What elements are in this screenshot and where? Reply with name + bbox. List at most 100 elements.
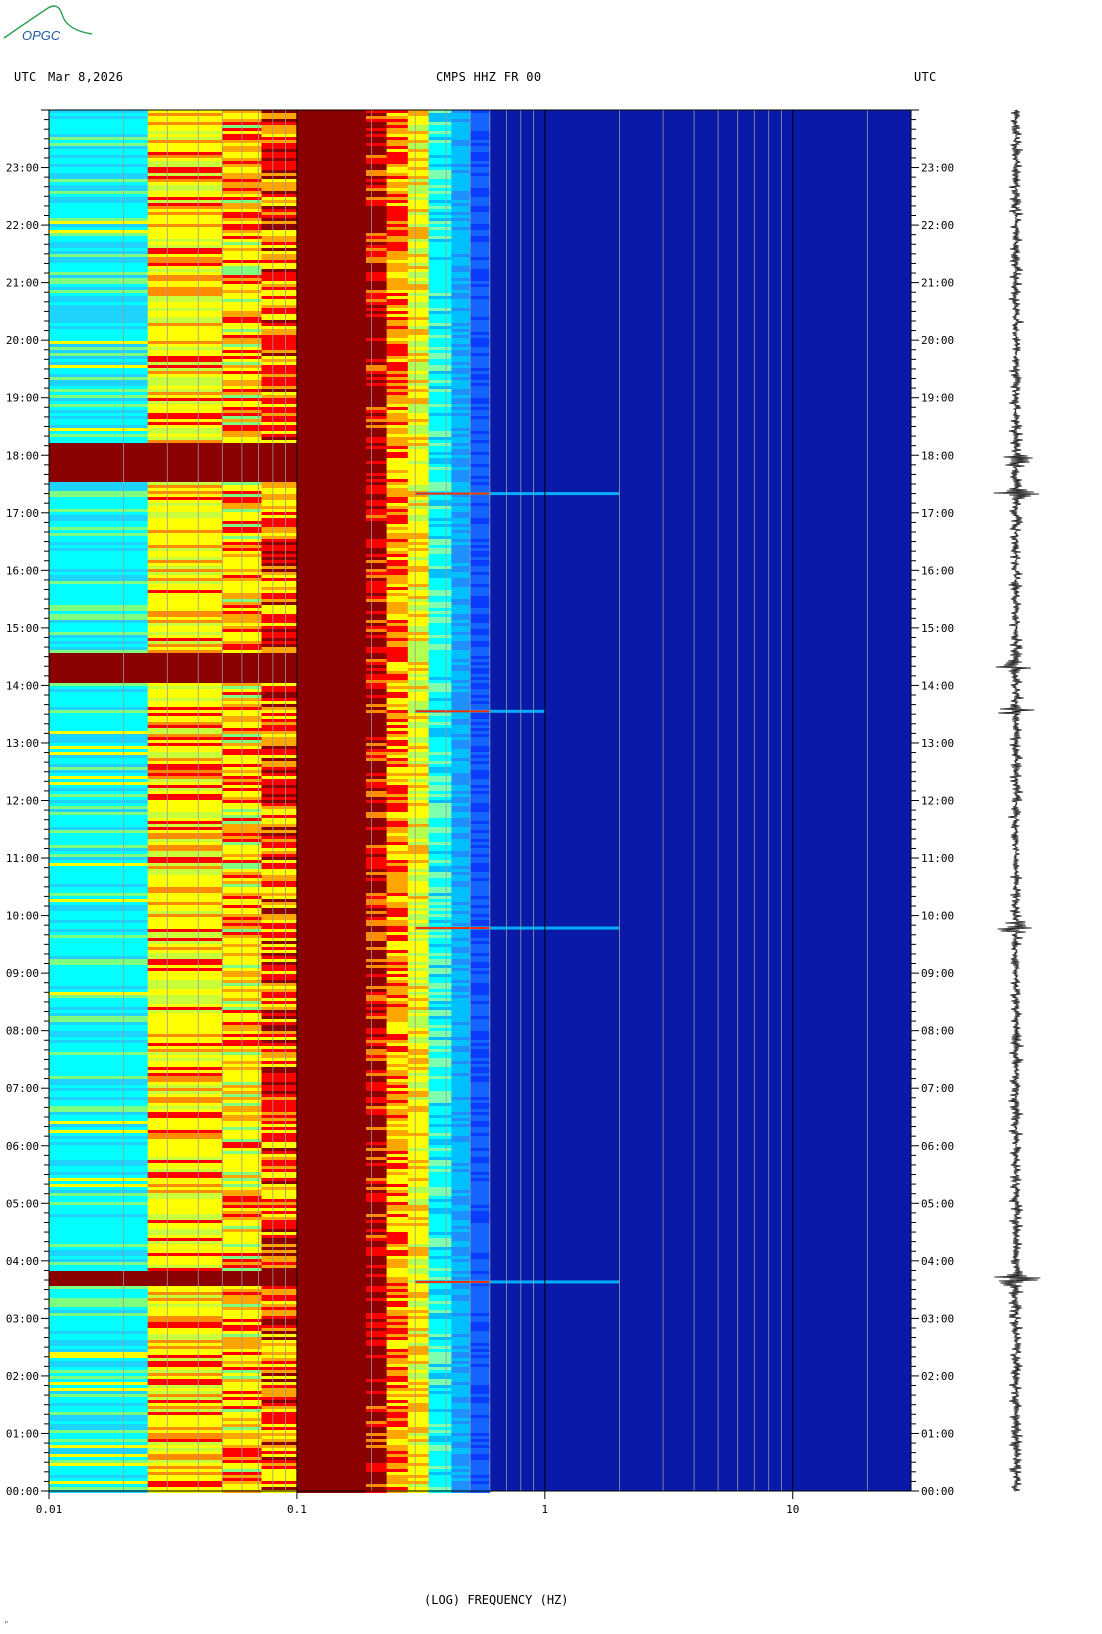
- spectrogram-cell: [49, 524, 149, 527]
- spectrogram-cell: [147, 1415, 223, 1418]
- spectrogram-cell: [386, 1136, 409, 1139]
- spectrogram-cell: [386, 1181, 409, 1184]
- spectrogram-cell: [407, 683, 430, 686]
- spectrogram-cell: [407, 251, 430, 254]
- spectrogram-cell: [451, 521, 471, 524]
- spectrogram-cell: [366, 260, 388, 263]
- spectrogram-cell: [296, 269, 367, 272]
- spectrogram-cell: [451, 188, 471, 191]
- spectrogram-cell: [407, 1400, 430, 1403]
- spectrogram-cell: [261, 677, 298, 680]
- spectrogram-cell: [428, 734, 452, 737]
- spectrogram-cell: [451, 1304, 471, 1307]
- spectrogram-cell: [451, 632, 471, 635]
- spectrogram-cell: [451, 596, 471, 599]
- spectrogram-cell: [470, 692, 491, 695]
- spectrogram-cell: [147, 215, 223, 218]
- spectrogram-cell: [261, 380, 298, 383]
- spectrogram-cell: [261, 851, 298, 854]
- spectrogram-cell: [49, 134, 149, 137]
- spectrogram-cell: [261, 467, 298, 470]
- spectrogram-cell: [470, 560, 491, 563]
- spectrogram-cell: [428, 251, 452, 254]
- spectrogram-cell: [366, 908, 388, 911]
- spectrogram-cell: [428, 464, 452, 467]
- spectrogram-cell: [366, 620, 388, 623]
- spectrogram-cell: [147, 608, 223, 611]
- spectrogram-cell: [470, 293, 491, 296]
- spectrogram-cell: [386, 368, 409, 371]
- spectrogram-cell: [451, 695, 471, 698]
- spectrogram-cell: [470, 878, 491, 881]
- spectrogram-cell: [407, 755, 430, 758]
- spectrogram-cell: [49, 137, 149, 140]
- spectrogram-cell: [147, 584, 223, 587]
- spectrogram-cell: [366, 857, 388, 860]
- spectrogram-cell: [470, 248, 491, 251]
- spectrogram-cell: [296, 461, 367, 464]
- spectrogram-cell: [49, 395, 149, 398]
- spectrogram-cell: [407, 1463, 430, 1466]
- spectrogram-cell: [147, 377, 223, 380]
- spectrogram-cell: [366, 1415, 388, 1418]
- spectrogram-cell: [470, 1022, 491, 1025]
- spectrogram-cell: [49, 1340, 149, 1343]
- spectrogram-cell: [147, 140, 223, 143]
- spectrogram-cell: [451, 1256, 471, 1259]
- spectrogram-cell: [470, 449, 491, 452]
- spectrogram-cell: [407, 929, 430, 932]
- spectrogram-cell: [407, 569, 430, 572]
- spectrogram-cell: [451, 518, 471, 521]
- spectrogram-cell: [386, 503, 409, 506]
- spectrogram-cell: [470, 1256, 491, 1259]
- spectrogram-cell: [470, 1361, 491, 1364]
- spectrogram-cell: [366, 989, 388, 992]
- spectrogram-cell: [366, 1040, 388, 1043]
- spectrogram-cell: [49, 689, 149, 692]
- spectrogram-cell: [386, 662, 409, 665]
- spectrogram-cell: [451, 1298, 471, 1301]
- spectrogram-cell: [451, 224, 471, 227]
- spectrogram-cell: [261, 725, 298, 728]
- spectrogram-cell: [366, 530, 388, 533]
- spectrogram-cell: [386, 407, 409, 410]
- spectrogram-cell: [366, 1373, 388, 1376]
- spectrogram-cell: [386, 1364, 409, 1367]
- spectrogram-cell: [147, 317, 223, 320]
- spectrogram-cell: [296, 452, 367, 455]
- spectrogram-cell: [49, 296, 149, 299]
- spectrogram-cell: [451, 386, 471, 389]
- spectrogram-cell: [147, 1445, 223, 1448]
- spectrogram-cell: [451, 221, 471, 224]
- spectrogram-cell: [296, 689, 367, 692]
- spectrogram-cell: [407, 599, 430, 602]
- spectrogram-cell: [366, 1235, 388, 1238]
- spectrogram-cell: [261, 782, 298, 785]
- spectrogram-cell: [49, 1085, 149, 1088]
- spectrogram-cell: [366, 1340, 388, 1343]
- spectrogram-cell: [296, 1427, 367, 1430]
- spectrogram-cell: [386, 920, 409, 923]
- spectrogram-cell: [407, 890, 430, 893]
- spectrogram-cell: [470, 1340, 491, 1343]
- spectrogram-cell: [386, 1061, 409, 1064]
- spectrogram-cell: [451, 1313, 471, 1316]
- spectrogram-cell: [428, 344, 452, 347]
- spectrogram-cell: [147, 383, 223, 386]
- spectrogram-cell: [261, 215, 298, 218]
- spectrogram-cell: [366, 1328, 388, 1331]
- spectrogram-cell: [147, 899, 223, 902]
- spectrogram-cell: [49, 221, 149, 224]
- spectrogram-cell: [407, 998, 430, 1001]
- spectrogram-cell: [470, 146, 491, 149]
- spectrogram-cell: [470, 212, 491, 215]
- spectrogram-cell: [49, 1067, 149, 1070]
- spectrogram-cell: [470, 158, 491, 161]
- spectrogram-cell: [470, 1427, 491, 1430]
- spectrogram-cell: [428, 1250, 452, 1253]
- spectrogram-cell: [428, 218, 452, 221]
- spectrogram-cell: [147, 311, 223, 314]
- spectrogram-cell: [261, 935, 298, 938]
- spectrogram-cell: [428, 599, 452, 602]
- spectrogram-cell: [470, 323, 491, 326]
